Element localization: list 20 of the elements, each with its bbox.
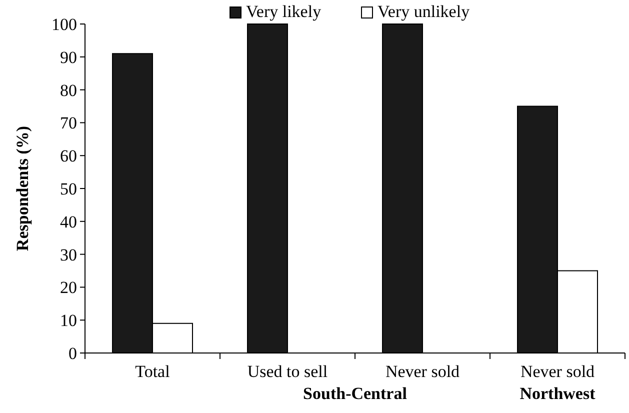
x-tick-label: Total <box>135 362 170 381</box>
text: Northwest <box>520 384 596 403</box>
y-tick-label: 0 <box>68 344 77 363</box>
y-tick-label: 60 <box>60 146 77 166</box>
legend-label: Very unlikely <box>378 2 470 21</box>
y-tick-label: 90 <box>60 48 77 67</box>
y-tick-label: 40 <box>60 212 77 232</box>
x-tick-label: Never sold <box>520 362 596 381</box>
legend-label: Very likely <box>246 2 322 21</box>
y-tick-label: 10 <box>60 311 77 330</box>
y-tick-label: 70 <box>60 114 77 133</box>
x-tick-label: Never sold <box>385 362 460 381</box>
y-tick-label: 20 <box>60 278 77 298</box>
y-tick-label: 30 <box>60 245 77 264</box>
x-tick-label: Used to sell <box>247 362 328 381</box>
y-axis-title: Respondents (%) <box>13 126 32 252</box>
y-tick-label: 50 <box>60 179 77 198</box>
y-tick-label: 100 <box>52 14 77 34</box>
text: South-Central <box>303 384 408 403</box>
y-tick-label: 80 <box>60 80 77 100</box>
